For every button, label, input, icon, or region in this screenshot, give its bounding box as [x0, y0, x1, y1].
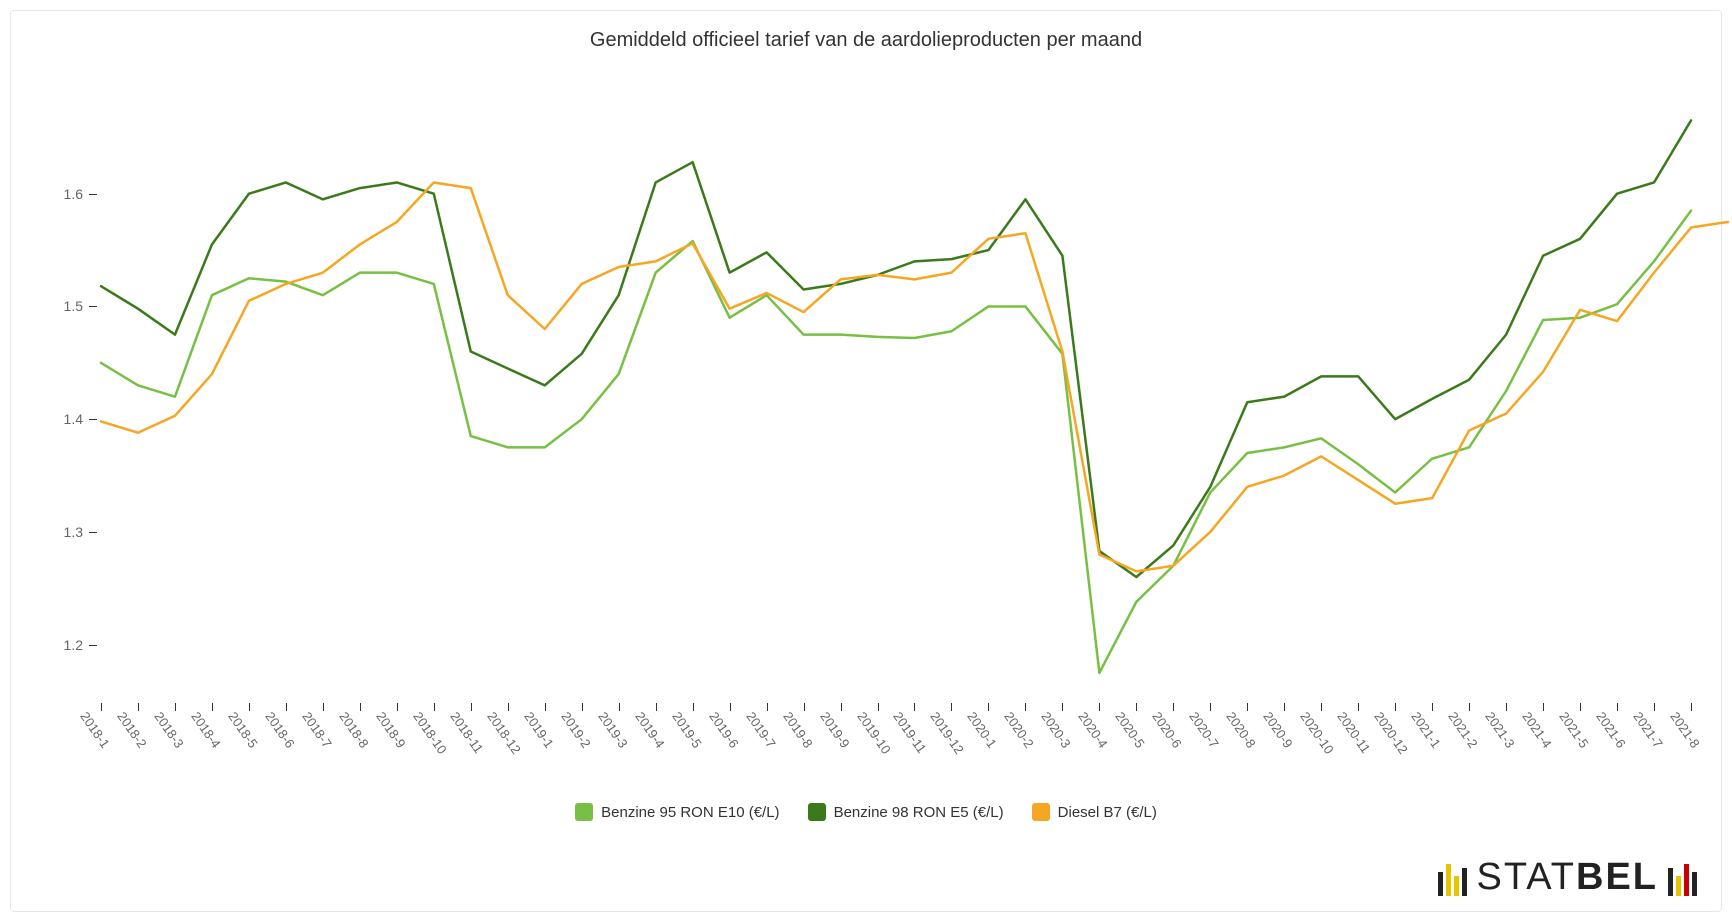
logo-bar: [1462, 868, 1467, 896]
plot-area: 1.21.31.41.51.62018-12018-22018-32018-42…: [101, 81, 1691, 701]
x-tick-label: 2020-10: [1297, 701, 1348, 757]
legend-label: Benzine 98 RON E5 (€/L): [834, 804, 1004, 821]
x-tick-label: 2020-8: [1224, 701, 1271, 751]
legend-swatch: [575, 803, 593, 821]
x-tick-label: 2018-3: [151, 701, 198, 751]
logo-bar: [1438, 872, 1443, 896]
x-tick-label: 2021-3: [1482, 701, 1529, 751]
legend-swatch: [1032, 803, 1050, 821]
x-tick-label: 2018-12: [484, 701, 535, 757]
statbel-logo: STATBEL: [1438, 856, 1697, 899]
x-tick-label: 2020-4: [1076, 701, 1123, 751]
y-tick-mark: [89, 645, 97, 646]
x-tick-label: 2018-11: [447, 701, 498, 756]
x-tick-label: 2018-6: [262, 701, 309, 751]
x-tick-label: 2019-4: [632, 701, 679, 751]
x-tick-label: 2020-11: [1334, 701, 1385, 756]
x-tick-label: 2020-6: [1150, 701, 1197, 751]
legend-label: Diesel B7 (€/L): [1058, 804, 1157, 821]
x-tick-label: 2020-2: [1002, 701, 1049, 751]
legend-label: Benzine 95 RON E10 (€/L): [601, 804, 779, 821]
logo-bars-left: [1438, 860, 1467, 896]
legend: Benzine 95 RON E10 (€/L) Benzine 98 RON E…: [11, 803, 1721, 821]
logo-bar: [1454, 876, 1459, 896]
x-tick-label: 2019-8: [780, 701, 827, 751]
chart-title: Gemiddeld officieel tarief van de aardol…: [11, 11, 1721, 62]
x-tick-label: 2021-5: [1556, 701, 1603, 751]
series-line: [101, 182, 1728, 571]
x-tick-label: 2019-6: [706, 701, 753, 751]
logo-text-bold: BEL: [1576, 856, 1658, 898]
x-tick-label: 2021-4: [1519, 701, 1566, 751]
x-tick-label: 2018-8: [336, 701, 383, 751]
x-tick-label: 2018-5: [225, 701, 272, 751]
x-tick-label: 2021-8: [1667, 701, 1714, 751]
x-tick-label: 2021-2: [1445, 701, 1492, 751]
legend-item[interactable]: Benzine 98 RON E5 (€/L): [808, 803, 1004, 821]
x-tick-label: 2021-7: [1630, 701, 1677, 751]
logo-bar: [1668, 868, 1673, 896]
x-tick-label: 2021-6: [1593, 701, 1640, 751]
chart-container: Gemiddeld officieel tarief van de aardol…: [10, 10, 1722, 912]
y-tick-mark: [89, 532, 97, 533]
x-tick-label: 2018-1: [77, 701, 124, 751]
x-tick-label: 2020-3: [1039, 701, 1086, 751]
x-tick-label: 2018-4: [188, 701, 235, 751]
x-tick-label: 2019-3: [595, 701, 642, 751]
y-tick-mark: [89, 419, 97, 420]
x-tick-label: 2019-2: [558, 701, 605, 751]
plot-svg: [101, 81, 1691, 701]
y-tick-mark: [89, 306, 97, 307]
logo-text: STATBEL: [1477, 856, 1658, 899]
logo-bar: [1676, 876, 1681, 896]
x-tick-label: 2020-12: [1371, 701, 1422, 757]
x-tick-label: 2018-9: [373, 701, 420, 751]
x-tick-label: 2020-9: [1260, 701, 1307, 751]
x-tick-label: 2019-11: [891, 701, 942, 756]
x-tick-label: 2019-9: [817, 701, 864, 751]
logo-bar: [1692, 872, 1697, 896]
logo-bars-right: [1668, 860, 1697, 896]
x-tick-label: 2018-7: [299, 701, 346, 751]
x-tick-label: 2019-7: [743, 701, 790, 751]
x-tick-label: 2018-2: [114, 701, 161, 751]
series-line: [101, 120, 1691, 577]
logo-text-light: STAT: [1477, 856, 1576, 898]
y-tick-mark: [89, 194, 97, 195]
legend-swatch: [808, 803, 826, 821]
x-tick-label: 2020-5: [1113, 701, 1160, 751]
x-tick-label: 2018-10: [410, 701, 461, 757]
logo-bar: [1446, 864, 1451, 896]
x-tick-label: 2020-7: [1187, 701, 1234, 751]
logo-bar: [1684, 864, 1689, 896]
legend-item[interactable]: Diesel B7 (€/L): [1032, 803, 1157, 821]
legend-item[interactable]: Benzine 95 RON E10 (€/L): [575, 803, 779, 821]
x-tick-label: 2019-5: [669, 701, 716, 751]
series-line: [101, 211, 1691, 673]
